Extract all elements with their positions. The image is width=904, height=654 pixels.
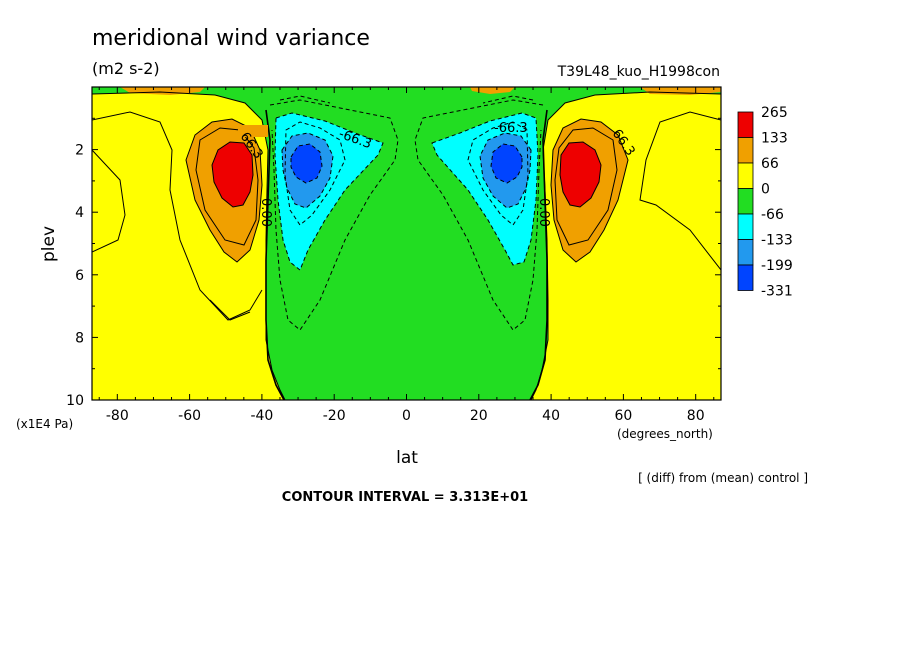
legend-swatch [737,137,754,164]
legend-label: -331 [761,284,793,300]
contour-field: 66.3 66.3 -66.3 -66.3 0.00 0.00 [92,87,721,400]
x-axis-label: lat [396,448,418,468]
difference-note: [ (diff) from (mean) control ] [638,471,808,485]
legend-label: 0 [761,182,770,198]
run-label: T39L48_kuo_H1998con [557,64,720,80]
x-tick-label: 80 [687,408,705,424]
x-tick-label: 60 [614,408,632,424]
chart-title: meridional wind variance [92,26,370,51]
y-tick-label: 8 [75,330,84,346]
y-axis-ticks: 2 4 6 8 10 [66,117,721,409]
label-bg [238,125,268,137]
x-axis-ticks: -80 -60 -40 -20 0 20 40 60 80 [98,87,715,424]
legend-label: -133 [761,233,793,249]
fill-blue-core-left [291,144,322,183]
y-axis-label: plev [39,226,59,262]
x-tick-label: 40 [542,408,560,424]
fill-red-core-right [560,142,601,207]
legend-label: 265 [761,105,788,121]
x-tick-label: 20 [470,408,488,424]
legend-swatch [737,162,754,189]
x-tick-label: -60 [178,408,201,424]
legend-label: 66 [761,156,779,172]
contour-label-neg-right: -66.3 [494,121,528,136]
legend-swatch [737,188,754,215]
fill-orange-cap-right [470,87,515,94]
fill-red-core-left [212,142,253,207]
contour-label-zero-left: 0.00 [258,198,273,227]
contour-interval: CONTOUR INTERVAL = 3.313E+01 [282,490,528,505]
y-tick-label: 4 [75,205,84,221]
x-tick-label: -40 [250,408,273,424]
contour-lines-negative [269,95,544,331]
y-tick-label: 2 [75,143,84,159]
legend-swatch [737,239,754,266]
contour-lines-zero [265,109,548,400]
x-tick-label: 0 [402,408,411,424]
x-axis-units: (degrees_north) [617,427,713,441]
chart-units: (m2 s-2) [92,59,160,78]
legend-label: -66 [761,207,784,223]
y-axis-units: (x1E4 Pa) [16,417,73,431]
legend-swatch [737,213,754,240]
legend-swatch [737,111,754,138]
color-legend: 265 133 66 0 -66 -133 -199 -331 [737,105,793,300]
legend-swatch [737,264,754,291]
x-tick-label: -20 [323,408,346,424]
x-tick-label: -80 [106,408,129,424]
contour-label-zero-right: 0.00 [536,198,551,227]
fill-blue-core-right [491,144,522,183]
legend-label: 133 [761,131,788,147]
y-tick-label: 10 [66,393,84,409]
legend-label: -199 [761,258,793,274]
y-tick-label: 6 [75,268,84,284]
